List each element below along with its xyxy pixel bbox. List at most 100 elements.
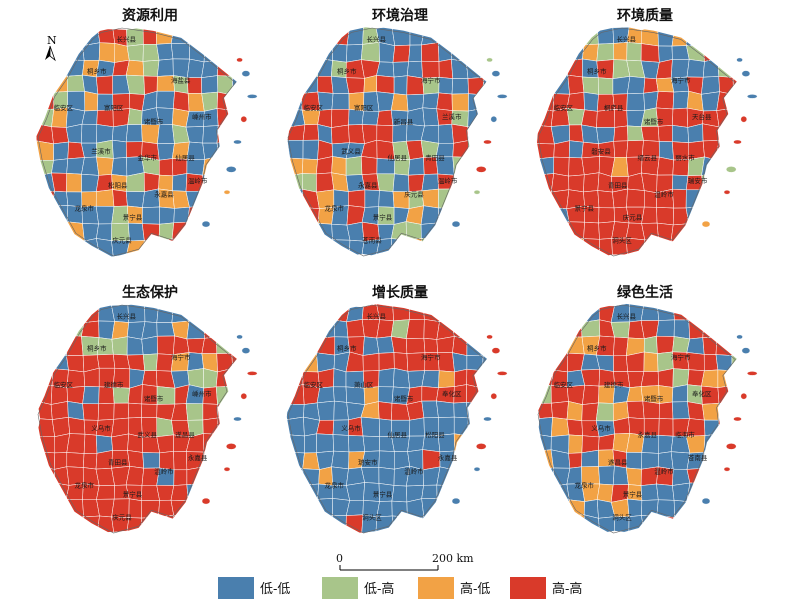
county-area [158, 514, 175, 535]
county-area [406, 337, 426, 354]
county-area [230, 26, 237, 47]
county-area [452, 352, 468, 373]
county-area [171, 303, 190, 323]
island-area [201, 220, 211, 228]
island-area [723, 189, 731, 195]
county-area [451, 26, 471, 45]
county-area [173, 206, 190, 224]
county-area [201, 91, 219, 112]
island-area [490, 115, 497, 123]
island-area [451, 220, 461, 228]
county-area [156, 238, 175, 256]
island-area [473, 189, 481, 195]
county-area [203, 368, 218, 389]
county-area [452, 482, 468, 501]
county-area [51, 237, 69, 258]
county-area [655, 91, 675, 110]
island-area [225, 443, 237, 450]
county-area [566, 221, 585, 240]
county-area [392, 304, 410, 322]
county-area [656, 156, 674, 176]
island-area [726, 166, 737, 173]
county-area [537, 467, 555, 487]
county-area [451, 43, 471, 62]
county-area [81, 173, 100, 193]
county-area [331, 93, 350, 110]
county-area [436, 498, 453, 520]
county-area [156, 43, 174, 61]
county-label: 庆元县 [623, 213, 643, 222]
county-area [466, 239, 485, 257]
county-area [36, 190, 56, 209]
county-area [217, 43, 234, 61]
county-area [66, 237, 85, 258]
county-area [142, 26, 157, 45]
county-label: 诸暨市 [144, 394, 164, 403]
county-area [376, 124, 394, 143]
county-area [65, 515, 84, 534]
county-label: 遂昌县 [175, 430, 195, 439]
county-area [52, 417, 70, 437]
county-label: 桐乡市 [587, 344, 607, 353]
county-area [718, 240, 736, 256]
county-label: 苍南县 [688, 453, 708, 462]
county-area [81, 123, 98, 144]
county-area [363, 75, 377, 93]
county-area [287, 140, 304, 160]
county-area [643, 77, 659, 94]
county-area [551, 221, 570, 241]
county-area [362, 353, 380, 372]
county-area [671, 26, 688, 47]
county-label: 丽水市 [675, 153, 695, 162]
county-area [201, 60, 219, 78]
county-area [731, 303, 737, 324]
county-area [82, 386, 100, 405]
county-area [701, 516, 718, 535]
county-area [302, 42, 318, 59]
county-label: 瑞安市 [688, 176, 708, 185]
county-area [301, 173, 317, 193]
county-area [566, 305, 584, 323]
county-area [467, 452, 486, 468]
county-area [50, 304, 71, 323]
county-area [731, 174, 737, 191]
county-label: 奉化区 [442, 389, 462, 398]
county-area [552, 498, 570, 517]
county-area [670, 59, 690, 79]
county-area [703, 467, 718, 486]
county-area [627, 76, 646, 95]
panel-title: 资源利用 [122, 7, 178, 24]
county-area [643, 351, 659, 372]
county-area [143, 172, 160, 193]
county-area [317, 238, 335, 255]
county-label: 兰溪市 [91, 146, 111, 155]
county-area [378, 467, 395, 486]
county-area [481, 76, 487, 95]
county-area [378, 368, 395, 388]
county-area [66, 173, 82, 193]
county-area [643, 335, 658, 354]
county-area [580, 319, 601, 338]
county-label: 温岭市 [654, 190, 674, 199]
county-area [581, 156, 600, 176]
county-area [287, 498, 305, 517]
county-area [438, 77, 454, 95]
county-area [481, 26, 487, 46]
county-area [566, 238, 584, 258]
legend-item: 高-低 [418, 577, 490, 599]
county-label: 桐乡市 [87, 344, 107, 353]
county-label: 桐乡市 [337, 67, 357, 76]
county-area [438, 123, 454, 144]
county-label: 武义县 [341, 146, 361, 155]
county-area [732, 515, 737, 534]
legend-item: 高-高 [510, 577, 582, 599]
county-area [83, 433, 98, 454]
county-area [393, 367, 410, 389]
county-area [453, 416, 469, 436]
county-area [97, 28, 116, 44]
legend-swatch [322, 577, 358, 599]
county-area [232, 93, 237, 111]
county-area [216, 221, 233, 240]
